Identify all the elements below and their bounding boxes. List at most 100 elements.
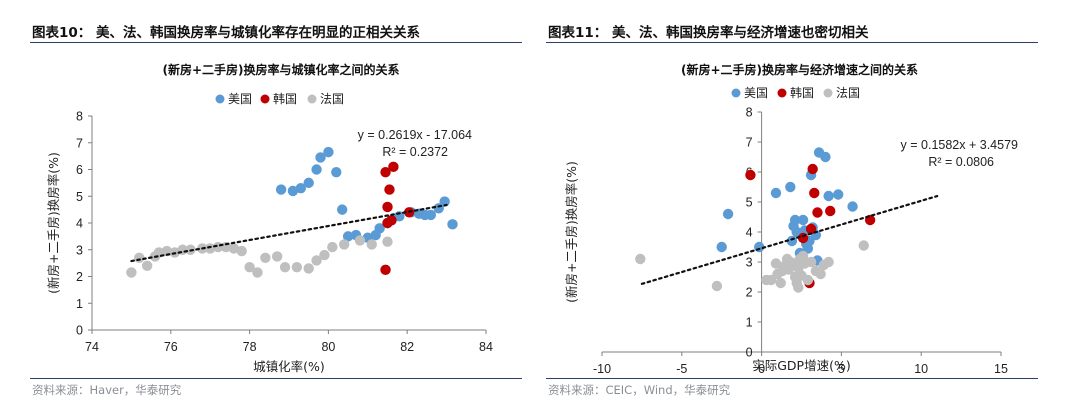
y-tick-label: 7	[746, 136, 753, 150]
x-tick-label: -10	[593, 362, 611, 376]
data-point-1	[386, 215, 397, 226]
data-point-1	[745, 169, 756, 181]
figure-title: 图表10： 美、法、韩国换房率与城镇化率存在明显的正相关关系	[32, 25, 420, 41]
legend-marker-0	[731, 88, 741, 98]
regression-equation: y = 0.2619x - 17.064	[358, 128, 472, 142]
legend-marker-0	[215, 94, 225, 104]
y-tick-label: 0	[746, 346, 753, 360]
data-point-1	[805, 223, 817, 235]
data-point-2	[635, 253, 646, 265]
data-point-0	[797, 214, 809, 226]
data-point-2	[802, 274, 814, 286]
x-tick-label: 76	[164, 340, 178, 354]
y-tick-label: 5	[746, 196, 753, 210]
data-point-2	[311, 255, 322, 266]
data-point-1	[809, 187, 820, 199]
data-point-1	[380, 166, 391, 178]
data-point-2	[823, 256, 834, 268]
chart-title: (新房+二手房)换房率与经济增速之间的关系	[681, 62, 918, 77]
data-point-0	[315, 152, 326, 163]
x-axis-label: 城镇化率(%)	[253, 359, 325, 374]
data-point-2	[805, 256, 817, 268]
legend-label-2: 法国	[836, 86, 860, 100]
x-axis-label: 实际GDP增速(%)	[752, 358, 850, 373]
legend-label-0: 美国	[228, 92, 252, 106]
y-tick-label: 2	[76, 270, 83, 284]
data-point-0	[833, 189, 844, 200]
data-point-2	[271, 251, 283, 262]
x-tick-label: -5	[676, 362, 687, 376]
data-point-2	[327, 241, 338, 253]
trendline	[640, 194, 939, 285]
y-tick-label: 2	[746, 286, 753, 300]
legend-label-2: 法国	[320, 92, 344, 106]
data-point-2	[141, 260, 153, 271]
panel-urbanization: 图表10： 美、法、韩国换房率与城镇化率存在明显的正相关关系 (新房+二手房)换…	[30, 0, 530, 413]
bottom-rule	[546, 378, 1038, 379]
x-tick-label: 10	[914, 362, 928, 376]
data-point-1	[384, 184, 395, 195]
data-point-0	[820, 151, 831, 163]
x-tick-label: 15	[994, 362, 1008, 376]
y-tick-label: 4	[746, 226, 753, 240]
data-point-0	[785, 181, 796, 193]
y-tick-label: 3	[76, 243, 83, 257]
data-point-2	[134, 252, 145, 263]
x-tick-label: 84	[479, 340, 493, 354]
data-point-2	[382, 236, 393, 247]
data-point-0	[311, 164, 322, 175]
data-point-0	[847, 201, 858, 212]
data-point-0	[331, 166, 342, 178]
regression-equation: y = 0.1582x + 3.4579	[901, 138, 1019, 152]
data-point-2	[205, 243, 216, 254]
data-point-2	[303, 263, 314, 274]
data-point-1	[388, 161, 399, 173]
x-tick-label: 82	[400, 340, 414, 354]
data-point-0	[374, 223, 385, 234]
figure-title: 图表11： 美、法、韩国换房率与经济增速也密切相关	[548, 25, 869, 41]
y-tick-label: 0	[76, 324, 83, 338]
bottom-rule	[30, 378, 522, 379]
data-point-1	[812, 207, 823, 218]
data-point-2	[260, 252, 271, 263]
y-axis-label: (新房+二手房)换房率(%)	[564, 161, 579, 303]
data-point-0	[303, 177, 314, 189]
y-axis-label: (新房+二手房)换房率(%)	[46, 152, 61, 294]
data-point-2	[338, 239, 350, 250]
data-point-2	[711, 280, 723, 292]
y-tick-label: 8	[746, 106, 753, 120]
data-point-2	[354, 235, 366, 246]
top-rule	[546, 42, 1038, 43]
chart-title: (新房+二手房)换房率与城镇化率之间的关系	[162, 62, 399, 77]
x-tick-label: 5	[838, 362, 845, 376]
data-point-1	[825, 205, 836, 217]
y-tick-label: 1	[76, 297, 83, 311]
data-point-2	[291, 261, 303, 273]
data-point-0	[788, 220, 799, 232]
legend-marker-1	[260, 94, 270, 104]
y-tick-label: 5	[76, 190, 83, 204]
trendline	[130, 203, 448, 263]
source-note: 资料来源：Haver，华泰研究	[32, 383, 182, 397]
y-tick-label: 6	[76, 163, 83, 177]
panel-gdp-growth: 图表11： 美、法、韩国换房率与经济增速也密切相关 (新房+二手房)换房率与经济…	[546, 0, 1046, 413]
top-rule	[30, 42, 522, 43]
y-tick-label: 3	[746, 256, 753, 270]
data-point-0	[823, 190, 834, 202]
data-point-0	[342, 231, 354, 242]
data-point-2	[775, 277, 786, 289]
x-tick-label: 74	[85, 340, 99, 354]
legend-label-1: 韩国	[790, 85, 814, 100]
r-squared-label: R² = 0.0806	[928, 155, 994, 169]
data-point-2	[815, 268, 826, 280]
legend-label-1: 韩国	[273, 91, 297, 106]
y-tick-label: 4	[76, 217, 83, 231]
data-point-0	[425, 209, 437, 221]
data-point-2	[252, 267, 263, 278]
data-point-2	[126, 267, 137, 278]
data-point-0	[770, 187, 782, 199]
data-point-0	[716, 241, 727, 253]
data-point-2	[770, 258, 782, 269]
x-tick-label: 0	[758, 362, 765, 376]
